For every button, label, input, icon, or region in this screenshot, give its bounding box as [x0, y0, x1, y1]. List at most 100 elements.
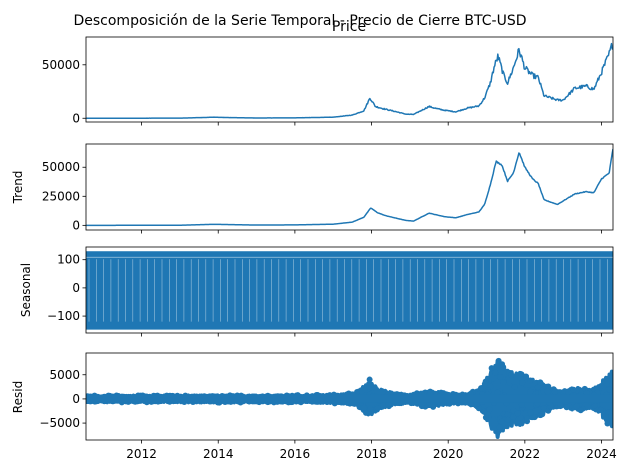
resid-point [514, 410, 521, 417]
price-series [86, 42, 613, 120]
resid-point [427, 388, 434, 395]
resid-point [573, 403, 580, 410]
resid-series [86, 357, 613, 440]
resid-point [606, 386, 613, 393]
seasonal-series [86, 251, 613, 330]
resid-point [494, 389, 501, 396]
resid-point [608, 413, 613, 420]
resid-point [527, 377, 534, 384]
resid-point [544, 388, 551, 395]
resid-point [510, 414, 517, 421]
resid-point [518, 401, 525, 408]
resid-x-axis: 2012 2014 2016 2018 2020 2022 2024 [126, 440, 617, 461]
resid-point [540, 404, 547, 411]
trend-x-axis [141, 230, 602, 234]
resid-point [363, 409, 369, 416]
seasonal-band [86, 251, 613, 330]
resid-point [508, 372, 515, 379]
resid-point [504, 411, 511, 418]
panel-trend: Trend 0 25000 50000 [11, 143, 614, 234]
suptitle: Descomposición de la Serie Temporal - Pr… [73, 13, 526, 29]
panel-price-frame [85, 36, 614, 123]
resid-point [504, 416, 511, 423]
seasonal-ylabel: Seasonal [19, 263, 33, 317]
seasonal-x-axis [141, 333, 602, 337]
resid-point [565, 388, 572, 395]
resid-point [604, 378, 611, 385]
panel-price-title: Price [332, 19, 366, 35]
y-tick-label: 50000 [42, 58, 80, 72]
y-tick-label: 0 [72, 281, 80, 295]
resid-point [480, 408, 487, 415]
resid-point [517, 371, 524, 378]
resid-point [531, 414, 538, 421]
x-tick-label: 2018 [356, 447, 387, 461]
resid-point [374, 405, 381, 412]
resid-point [598, 382, 605, 389]
resid-point [597, 406, 604, 413]
resid-point [366, 376, 373, 383]
y-tick-label: 0 [72, 111, 80, 125]
resid-point [524, 415, 531, 422]
y-tick-label: 0 [72, 218, 80, 232]
resid-point [492, 369, 499, 376]
series-line [86, 42, 613, 120]
x-tick-label: 2014 [203, 447, 234, 461]
trend-ylabel: Trend [11, 171, 25, 205]
resid-point [497, 373, 504, 380]
x-tick-label: 2012 [126, 447, 157, 461]
panel-resid: Resid −5000 0 5000 2012 2014 2016 2018 2020 202… [11, 352, 617, 461]
resid-point [519, 379, 526, 386]
panel-price: Price 0 50000 [42, 19, 614, 126]
resid-point [607, 417, 613, 424]
resid-point [500, 364, 507, 371]
resid-point [591, 402, 598, 409]
resid-point [498, 418, 505, 425]
resid-point [367, 405, 374, 412]
resid-point [475, 405, 482, 412]
resid-point [500, 379, 507, 386]
trend-series [86, 148, 613, 227]
resid-point [534, 384, 541, 391]
resid-point [478, 385, 485, 392]
x-tick-label: 2016 [280, 447, 311, 461]
resid-point [545, 383, 552, 390]
resid-point [511, 384, 518, 390]
trend-y-axis: 0 25000 50000 [42, 160, 86, 232]
y-tick-label: −5000 [39, 416, 80, 430]
price-x-axis [141, 122, 602, 126]
resid-point [517, 414, 524, 421]
panel-resid-frame [85, 352, 614, 441]
resid-point [486, 406, 493, 413]
y-tick-label: −100 [47, 309, 80, 323]
resid-point [481, 381, 488, 387]
y-tick-label: 5000 [49, 368, 80, 382]
resid-point [482, 414, 489, 421]
resid-point [413, 390, 420, 397]
panel-seasonal-frame [85, 246, 614, 334]
resid-point [488, 365, 495, 372]
panel-trend-frame [85, 143, 614, 231]
resid-point [557, 402, 564, 409]
resid-y-axis: −5000 0 5000 [39, 368, 86, 430]
resid-point [570, 386, 577, 393]
resid-point [527, 388, 534, 395]
resid-point [539, 411, 546, 418]
resid-point [523, 373, 530, 380]
x-tick-label: 2020 [433, 447, 464, 461]
resid-point [430, 403, 437, 410]
x-tick-label: 2024 [586, 447, 617, 461]
price-y-axis: 0 50000 [42, 58, 86, 125]
y-tick-label: 0 [72, 392, 80, 406]
y-tick-label: 100 [57, 253, 80, 267]
resid-point [360, 404, 367, 411]
panel-seasonal: Seasonal −100 0 100 [19, 246, 614, 337]
series-line [86, 148, 613, 227]
y-tick-label: 50000 [42, 160, 80, 174]
resid-point [551, 388, 558, 395]
resid-point [583, 389, 590, 396]
resid-ylabel: Resid [11, 381, 25, 413]
resid-point [537, 379, 544, 386]
x-tick-label: 2022 [510, 447, 541, 461]
